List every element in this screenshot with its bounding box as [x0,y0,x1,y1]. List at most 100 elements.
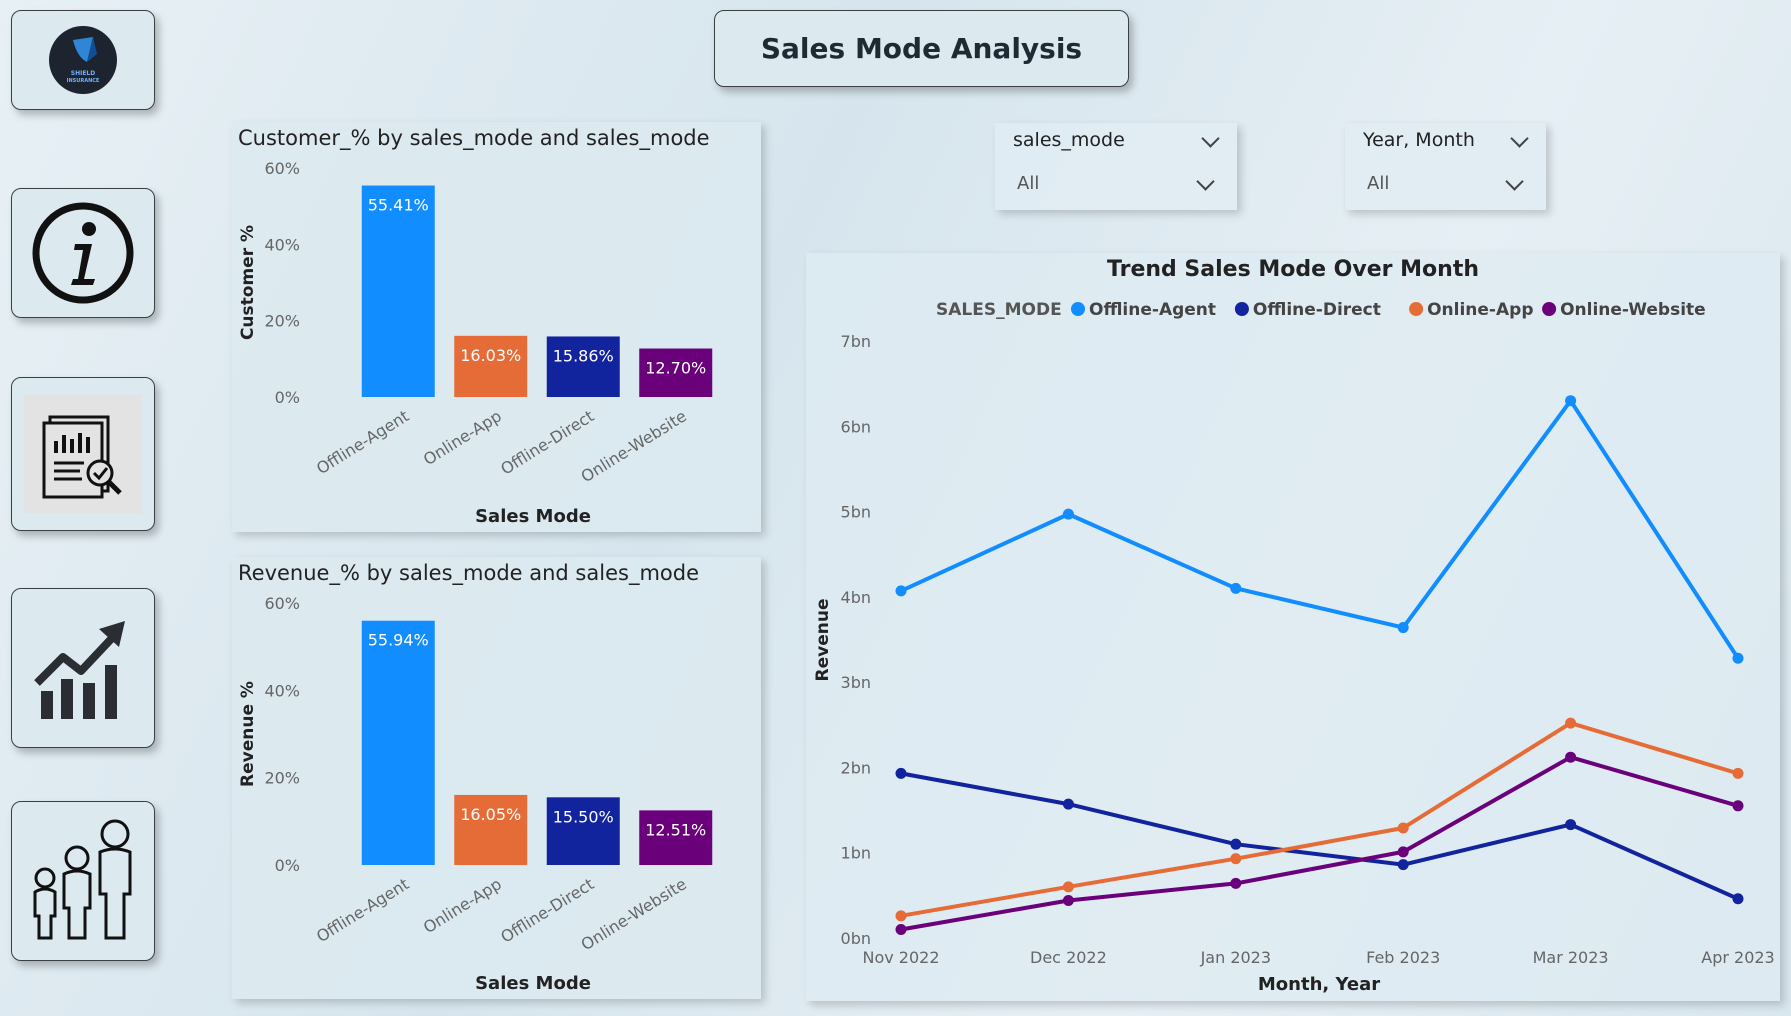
customer-pct-bar-chart: 0% 20% 40% 60% 55.41% Offline-Agent 16.03% Onli… [238,159,713,527]
trend-nav-button[interactable] [11,588,155,748]
people-icon [33,819,132,940]
data-point[interactable] [1565,751,1577,763]
y-tick-label: 0% [275,856,300,875]
data-point[interactable] [1062,881,1074,893]
y-tick-label: 0% [275,388,300,407]
chevron-down-icon[interactable] [1201,129,1220,148]
data-point[interactable] [895,767,907,779]
bar-data-label: 15.50% [553,807,614,826]
y-tick-label: 3bn [841,673,871,692]
chevron-down-icon[interactable] [1505,172,1524,191]
bar-offline-direct[interactable] [546,336,620,397]
growth-chart-icon [34,621,125,719]
y-tick-label: 0bn [841,929,871,948]
sales-mode-slicer-label: sales_mode [1013,129,1125,151]
data-point[interactable] [1565,395,1577,407]
page-title: Sales Mode Analysis [714,10,1129,87]
customers-nav-button[interactable] [11,801,155,961]
year-month-slicer[interactable]: Year, Month All [1345,123,1546,210]
bar-offline-agent[interactable] [361,185,435,397]
series-line-online-website[interactable] [900,755,1739,932]
data-point[interactable] [1230,582,1242,594]
bar-data-label: 15.86% [553,346,614,365]
bar-online-app[interactable] [454,794,528,865]
chevron-down-icon[interactable] [1196,172,1215,191]
x-tick-label: Online-App [420,406,505,469]
data-point[interactable] [1397,846,1409,858]
data-point[interactable] [895,585,907,597]
x-tick-label: Nov 2022 [862,948,939,967]
legend-entry[interactable]: Offline-Agent [1089,300,1216,320]
series-line-offline-agent[interactable] [900,398,1740,660]
bar-offline-direct[interactable] [546,797,620,865]
sales-mode-slicer[interactable]: sales_mode All [995,123,1237,210]
series-line-online-app[interactable] [900,721,1739,918]
shield-insurance-logo: SHIELD INSURANCE [49,26,117,94]
data-point[interactable] [1397,622,1409,634]
revenue-pct-bar-chart: 0% 20% 40% 60% 55.94% Offline-Agent 16.05% Onli… [238,594,713,994]
x-axis-label: Sales Mode [475,506,591,527]
year-month-slicer-value[interactable]: All [1367,173,1390,194]
bar-offline-agent[interactable] [361,620,435,865]
x-tick-label: Offline-Agent [313,406,412,478]
bar-data-label: 55.41% [368,196,429,215]
y-tick-label: 7bn [841,332,871,351]
sales-mode-slicer-value[interactable]: All [1017,173,1040,194]
data-point[interactable] [1732,652,1744,664]
bar-data-label: 12.70% [645,359,706,378]
data-point[interactable] [1565,819,1577,831]
legend-title: SALES_MODE [936,300,1062,320]
bar-online-website[interactable] [639,810,713,865]
page-title-text: Sales Mode Analysis [760,32,1083,65]
x-axis-label: Sales Mode [475,973,591,994]
data-point[interactable] [1397,822,1409,834]
data-point[interactable] [895,910,907,922]
trend-line-chart: Trend Sales Mode Over Month SALES_MODE Off… [813,257,1775,995]
revenue-pct-chart-panel: Revenue_% by sales_mode and sales_mode 0… [232,557,761,999]
report-nav-button[interactable] [11,377,155,531]
data-point[interactable] [1732,800,1744,812]
series-line-offline-direct[interactable] [900,771,1739,901]
legend-marker [1542,302,1557,316]
customer-pct-chart-panel: Customer_% by sales_mode and sales_mode … [232,122,761,532]
data-point[interactable] [1397,859,1409,871]
chevron-down-icon[interactable] [1510,129,1529,148]
bar-online-website[interactable] [639,348,713,397]
data-point[interactable] [1230,877,1242,889]
x-tick-label: Mar 2023 [1533,948,1609,967]
y-tick-label: 5bn [841,503,871,522]
logo-text-top: SHIELD [71,70,95,77]
info-nav-button[interactable] [11,188,155,318]
report-analysis-icon [24,395,142,513]
logo-tile[interactable]: SHIELD INSURANCE [11,10,155,110]
data-point[interactable] [1565,717,1577,729]
y-tick-label: 2bn [841,758,871,777]
data-point[interactable] [1732,893,1744,905]
y-tick-label: 40% [264,681,300,700]
x-tick-label: Apr 2023 [1701,948,1774,967]
y-tick-label: 60% [264,594,300,613]
y-tick-label: 20% [264,769,300,788]
y-tick-label: 60% [264,159,300,178]
data-point[interactable] [1062,798,1074,810]
data-point[interactable] [1230,838,1242,850]
x-tick-label: Feb 2023 [1366,948,1440,967]
data-point[interactable] [1062,894,1074,906]
trend-chart-title: Trend Sales Mode Over Month [1107,257,1479,282]
bar-online-app[interactable] [454,335,528,397]
revenue-pct-chart-title: Revenue_% by sales_mode and sales_mode [238,561,699,585]
y-tick-label: 20% [264,312,300,331]
data-point[interactable] [1732,767,1744,779]
legend-entry[interactable]: Online-App [1427,300,1533,320]
data-point[interactable] [1230,853,1242,865]
bar-data-label: 16.03% [460,346,521,365]
data-point[interactable] [895,923,907,935]
y-axis-label: Customer % [238,225,258,340]
legend-marker [1409,302,1424,316]
y-axis-label: Revenue [813,599,833,682]
legend-entry[interactable]: Offline-Direct [1253,300,1381,320]
x-tick-label: Dec 2022 [1030,948,1107,967]
legend-entry[interactable]: Online-Website [1560,300,1706,320]
data-point[interactable] [1062,508,1074,520]
legend-marker [1234,302,1249,316]
